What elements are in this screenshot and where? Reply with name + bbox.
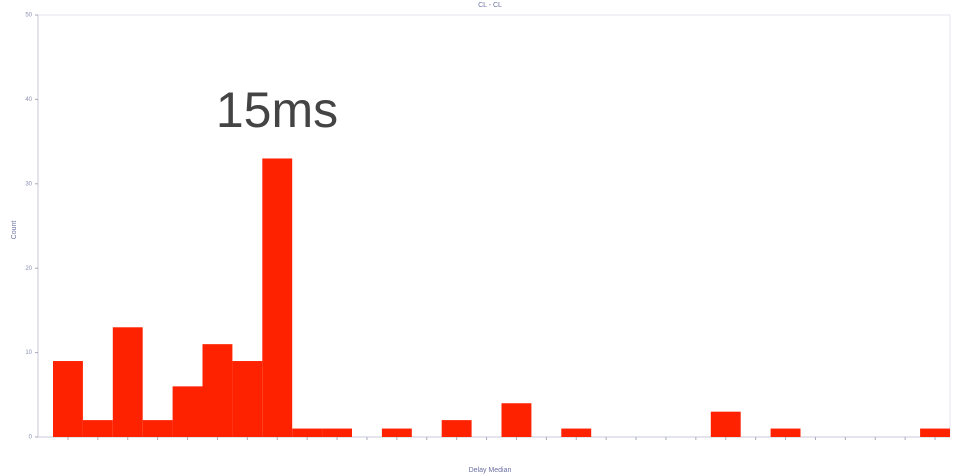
bar (710, 411, 741, 437)
y-tick-label: 40 (25, 97, 32, 103)
bar (112, 327, 143, 437)
bar (441, 420, 472, 437)
bar (262, 158, 293, 438)
y-tick-label: 10 (25, 350, 32, 356)
bar (381, 428, 412, 437)
bar (82, 420, 113, 437)
plot-frame (37, 14, 951, 438)
y-tick-label: 30 (25, 181, 32, 187)
bar (322, 428, 352, 437)
y-tick-label: 0 (29, 435, 33, 441)
bar (142, 420, 173, 437)
bar (53, 361, 83, 437)
y-tick-label: 20 (25, 266, 32, 272)
bar (920, 428, 950, 437)
bar (501, 403, 532, 437)
bar (292, 428, 323, 437)
chart-title: CL - CL (478, 2, 502, 9)
bar (561, 428, 592, 437)
bar (770, 428, 801, 437)
bar (202, 344, 233, 437)
annotation: 15ms (216, 82, 338, 138)
y-tick-label: 50 (25, 13, 32, 19)
y-axis-label: Count (11, 221, 18, 240)
bar (232, 361, 263, 437)
bar (172, 386, 203, 437)
x-axis-label: Delay Median (469, 467, 512, 474)
